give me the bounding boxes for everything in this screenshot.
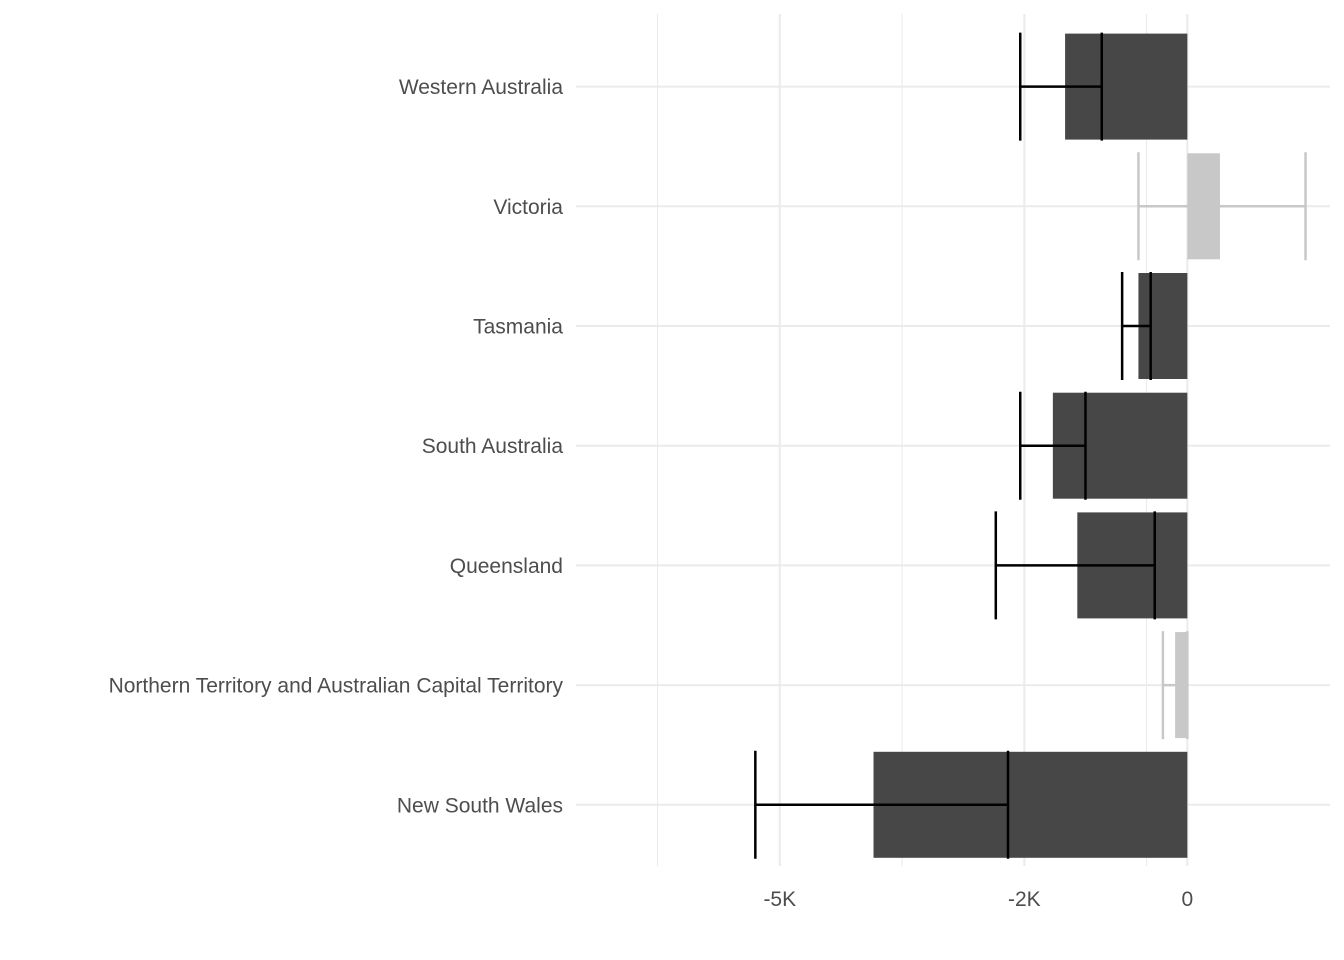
x-axis-tick-labels: -5K -2K 0 xyxy=(763,888,1193,911)
category-labels: Western Australia Victoria Tasmania South A… xyxy=(109,76,564,817)
x-tick-label: -2K xyxy=(1008,888,1041,911)
category-label: Western Australia xyxy=(399,76,564,99)
error-bars xyxy=(754,32,1307,859)
x-tick-label: -5K xyxy=(763,888,796,911)
category-label: Tasmania xyxy=(473,316,563,339)
category-label: Victoria xyxy=(493,196,563,219)
category-label: New South Wales xyxy=(397,794,563,817)
grid-lines xyxy=(576,14,1330,866)
category-label: Northern Territory and Australian Capita… xyxy=(109,675,564,698)
x-tick-label: 0 xyxy=(1182,888,1194,911)
category-label: South Australia xyxy=(422,435,564,458)
category-label: Queensland xyxy=(450,555,563,578)
